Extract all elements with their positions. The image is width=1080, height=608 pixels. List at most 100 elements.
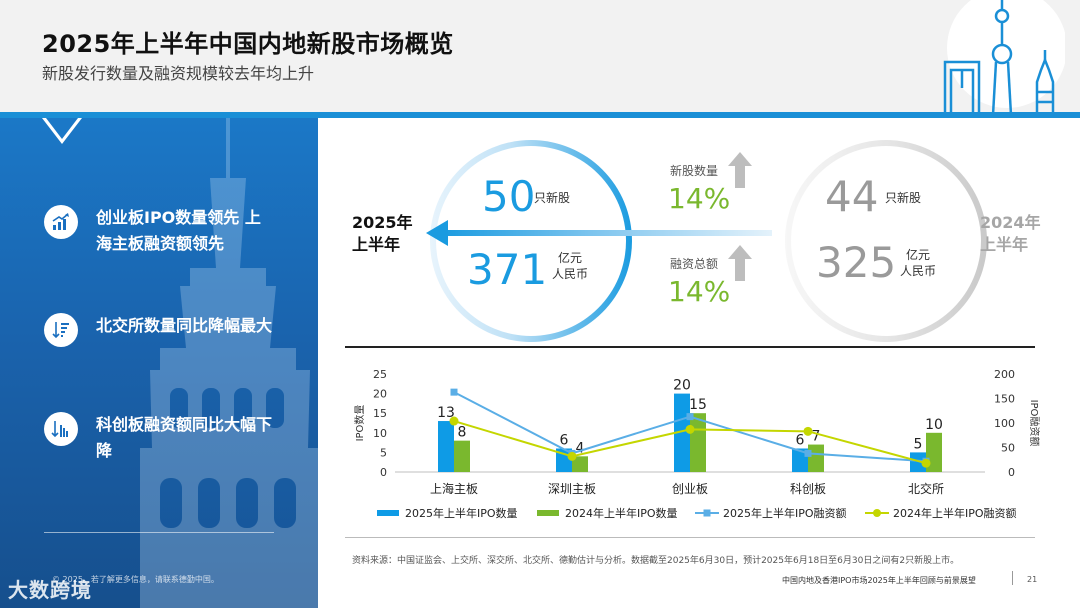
y-right-tick-label: 200 bbox=[994, 368, 1015, 381]
legend-marker bbox=[873, 509, 881, 517]
up-arrow-icon bbox=[728, 152, 752, 188]
y-right-axis-title: IPO融资额 bbox=[1028, 400, 1041, 447]
bar-value-label: 8 bbox=[458, 425, 467, 441]
line-point-2024 bbox=[685, 424, 695, 434]
year-2024-line1: 2024年 bbox=[980, 213, 1041, 232]
amount-2024: 325 bbox=[816, 238, 897, 287]
header-band bbox=[0, 0, 1080, 115]
count-2025: 50 bbox=[482, 172, 536, 221]
amount-2025-unit-line1: 亿元 bbox=[558, 251, 583, 265]
chart-bottom-rule bbox=[345, 537, 1035, 538]
amount-2024-unit-line1: 亿元 bbox=[906, 248, 931, 262]
amount-2024-unit: 亿元 人民币 bbox=[900, 247, 936, 279]
ring-2025 bbox=[430, 140, 632, 342]
year-2025-line1: 2025年 bbox=[352, 213, 413, 232]
count-2025-unit: 只新股 bbox=[534, 191, 571, 205]
count-change-label: 新股数量 bbox=[670, 164, 719, 178]
year-2024-label: 2024年 上半年 bbox=[980, 212, 1041, 256]
header-accent-bar bbox=[0, 112, 1080, 118]
line-point-2024 bbox=[449, 416, 459, 426]
line-point-2025 bbox=[804, 449, 812, 457]
y-left-tick-label: 5 bbox=[380, 446, 387, 459]
bar-value-label: 15 bbox=[689, 397, 707, 413]
y-left-tick-label: 10 bbox=[373, 427, 387, 440]
chart-top-rule bbox=[345, 346, 1035, 348]
bar-value-label: 4 bbox=[576, 440, 585, 456]
line-point-2024 bbox=[567, 451, 577, 461]
comparison-arrow bbox=[442, 230, 772, 236]
legend-label: 2025年上半年IPO数量 bbox=[405, 506, 518, 520]
year-2025-line2: 上半年 bbox=[352, 235, 401, 254]
legend-label: 2024年上半年IPO融资额 bbox=[893, 506, 1017, 520]
legend-swatch bbox=[537, 510, 559, 516]
count-change-value: 14% bbox=[668, 182, 731, 215]
bar-value-label: 6 bbox=[796, 432, 805, 448]
line-point-2024 bbox=[921, 458, 931, 468]
legend-marker bbox=[703, 509, 711, 517]
bar-value-label: 13 bbox=[437, 405, 455, 421]
y-right-tick-label: 0 bbox=[1008, 466, 1015, 479]
x-category-label: 北交所 bbox=[908, 481, 944, 496]
bar-2025 bbox=[792, 448, 808, 472]
y-left-tick-label: 15 bbox=[373, 407, 387, 420]
amount-change-label: 融资总额 bbox=[670, 257, 719, 271]
report-title: 中国内地及香港IPO市场2025年上半年回顾与前景展望 bbox=[782, 576, 976, 585]
legend-label: 2024年上半年IPO数量 bbox=[565, 506, 678, 520]
comparison-area: 2025年 上半年 50 只新股 371 亿元 人民币 新股数量 14% 融资总… bbox=[330, 130, 1060, 340]
sort-descending-icon bbox=[44, 313, 78, 347]
bar-2024 bbox=[572, 456, 588, 472]
bar-2025 bbox=[910, 452, 926, 472]
bar-2024 bbox=[454, 440, 470, 472]
finding-item: 科创板融资额同比大幅下降 bbox=[44, 412, 276, 464]
tower-watermark-icon bbox=[140, 118, 318, 608]
x-category-label: 科创板 bbox=[790, 482, 826, 496]
count-2024-unit: 只新股 bbox=[885, 191, 922, 205]
copyright-text: © 2025。若了解更多信息，请联系德勤中国。 bbox=[52, 575, 219, 584]
line-point-2025 bbox=[450, 388, 458, 396]
y-right-tick-label: 50 bbox=[1001, 442, 1015, 455]
bar-value-label: 7 bbox=[812, 429, 821, 445]
ring-2024 bbox=[785, 140, 987, 342]
amount-2025-unit: 亿元 人民币 bbox=[552, 250, 588, 282]
finding-text: 科创板融资额同比大幅下降 bbox=[96, 415, 273, 460]
bar-value-label: 10 bbox=[925, 417, 943, 433]
y-left-axis-title: IPO数量 bbox=[353, 405, 366, 442]
finding-item: 北交所数量同比降幅最大 bbox=[44, 313, 276, 347]
footer-separator bbox=[1012, 571, 1013, 585]
line-point-2025 bbox=[686, 413, 694, 421]
page-number: 21 bbox=[1027, 575, 1038, 584]
bar-value-label: 5 bbox=[914, 436, 923, 452]
bar-2025 bbox=[438, 421, 454, 472]
year-2025-label: 2025年 上半年 bbox=[352, 212, 413, 256]
amount-2025: 371 bbox=[467, 245, 548, 294]
amount-2025-unit-line2: 人民币 bbox=[552, 267, 589, 281]
arrow-left-icon bbox=[426, 220, 448, 246]
amount-2024-unit-line2: 人民币 bbox=[900, 264, 937, 278]
x-category-label: 创业板 bbox=[672, 482, 708, 496]
legend-label: 2025年上半年IPO融资额 bbox=[723, 506, 847, 520]
y-right-tick-label: 150 bbox=[994, 393, 1015, 406]
up-arrow-icon bbox=[728, 245, 752, 281]
finding-item: 创业板IPO数量领先 上海主板融资额领先 bbox=[44, 205, 276, 257]
watermark-logo: 大数跨境 bbox=[8, 578, 92, 602]
bar-value-label: 20 bbox=[673, 378, 691, 394]
bar-descending-icon bbox=[44, 412, 78, 446]
page-subtitle: 新股发行数量及融资规模较去年均上升 bbox=[42, 64, 315, 83]
finding-text: 北交所数量同比降幅最大 bbox=[96, 316, 273, 335]
bar-2024 bbox=[690, 413, 706, 472]
amount-change-value: 14% bbox=[668, 275, 731, 308]
panel-notch-inner bbox=[46, 118, 78, 139]
y-left-tick-label: 25 bbox=[373, 368, 387, 381]
key-findings-panel bbox=[0, 118, 318, 608]
legend-swatch bbox=[377, 510, 399, 516]
y-left-tick-label: 20 bbox=[373, 388, 387, 401]
page-title: 2025年上半年中国内地新股市场概览 bbox=[42, 30, 454, 58]
line-point-2024 bbox=[803, 426, 813, 436]
panel-divider bbox=[44, 532, 274, 533]
y-right-tick-label: 100 bbox=[994, 417, 1015, 430]
bar-2025 bbox=[674, 393, 690, 472]
count-2024: 44 bbox=[825, 172, 879, 221]
year-2024-line2: 上半年 bbox=[980, 235, 1029, 254]
rising-chart-icon bbox=[44, 205, 78, 239]
